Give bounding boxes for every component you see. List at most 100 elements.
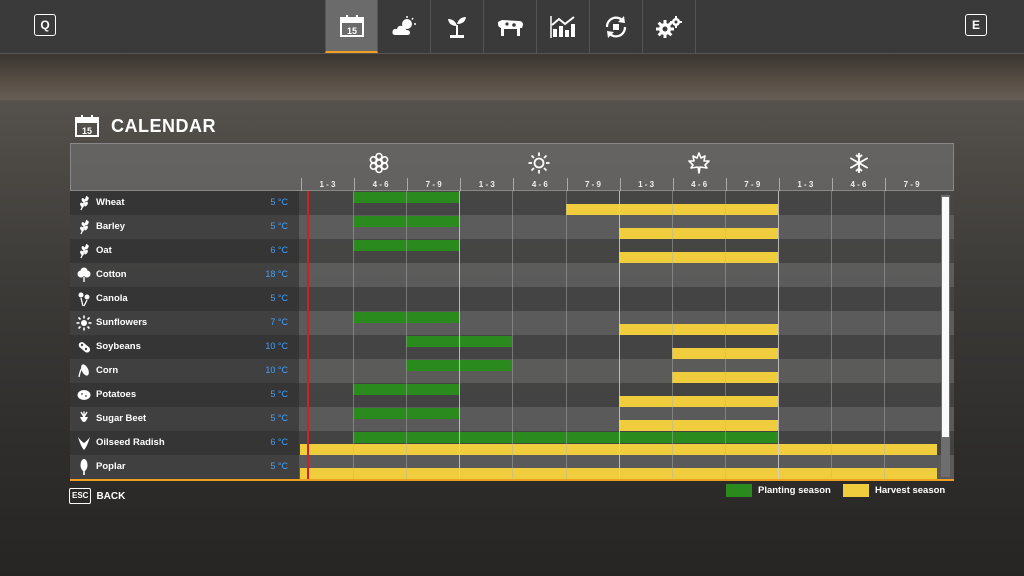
crop-name: Sunflowers bbox=[96, 317, 148, 328]
page-title: CALENDAR bbox=[111, 115, 216, 136]
crop-label-cell: Barley 5 °C bbox=[70, 215, 299, 239]
month-tick bbox=[354, 178, 356, 192]
crop-temperature: 5 °C bbox=[270, 197, 288, 207]
harvest-season-bar bbox=[618, 396, 778, 407]
crop-temperature: 5 °C bbox=[270, 293, 288, 303]
barley-icon bbox=[80, 219, 89, 235]
month-gridline bbox=[884, 191, 886, 479]
month-tick bbox=[460, 178, 462, 192]
sugar-beet-icon bbox=[80, 411, 88, 422]
crop-row-barley[interactable]: Barley 5 °C bbox=[70, 215, 954, 239]
next-page-key-e[interactable]: E bbox=[965, 14, 987, 36]
crop-temperature: 6 °C bbox=[270, 245, 288, 255]
crop-label-cell: Wheat 5 °C bbox=[70, 191, 299, 215]
crop-row-oat[interactable]: Oat 6 °C bbox=[70, 239, 954, 263]
poplar-icon bbox=[80, 459, 88, 475]
month-gridline bbox=[565, 191, 567, 479]
crop-row-wheat[interactable]: Wheat 5 °C bbox=[70, 191, 954, 215]
tab-animals[interactable] bbox=[484, 0, 537, 53]
crop-label-cell: Sunflowers 7 °C bbox=[70, 311, 299, 335]
month-label: 7 - 9 bbox=[744, 180, 761, 189]
cotton-icon bbox=[77, 267, 91, 282]
month-label: 7 - 9 bbox=[584, 180, 601, 189]
oat-icon bbox=[80, 243, 89, 259]
crop-label-cell: Cotton 18 °C bbox=[70, 263, 299, 287]
planting-season-bar bbox=[353, 216, 460, 227]
autumn-leaf-icon bbox=[688, 152, 710, 174]
crop-row-potatoes[interactable]: Potatoes 5 °C bbox=[70, 383, 954, 407]
month-tick bbox=[778, 178, 780, 192]
crop-temperature: 5 °C bbox=[270, 461, 288, 471]
prev-page-key-q[interactable]: Q bbox=[34, 14, 56, 36]
planting-season-bar bbox=[353, 432, 778, 443]
crop-label-cell: Poplar 5 °C bbox=[70, 455, 299, 479]
crop-label-cell: Sugar Beet 5 °C bbox=[70, 407, 299, 431]
crop-temperature: 18 °C bbox=[265, 269, 288, 279]
crop-temperature: 10 °C bbox=[265, 365, 288, 375]
month-gridline bbox=[671, 191, 673, 479]
planting-season-bar bbox=[353, 240, 460, 251]
month-tick bbox=[885, 178, 887, 192]
month-label: 4 - 6 bbox=[372, 180, 389, 189]
top-navigation-bar: Q 15 bbox=[0, 0, 1024, 54]
spring-flower-icon bbox=[369, 152, 389, 174]
prices-icon bbox=[550, 15, 575, 38]
planting-swatch bbox=[726, 484, 752, 497]
crop-name: Soybeans bbox=[96, 341, 141, 352]
crop-row-cotton[interactable]: Cotton 18 °C bbox=[70, 263, 954, 287]
tab-weather[interactable] bbox=[378, 0, 431, 53]
month-label: 7 - 9 bbox=[903, 180, 920, 189]
crop-label-cell: Oilseed Radish 6 °C bbox=[70, 431, 299, 455]
crop-name: Sugar Beet bbox=[96, 413, 147, 424]
tab-settings[interactable] bbox=[643, 0, 696, 53]
weather-icon bbox=[392, 15, 416, 35]
crop-name: Poplar bbox=[96, 461, 126, 472]
calendar-panel: 1 - 3 4 - 6 7 - 9 1 - 3 4 - 6 7 - 9 1 - 3 4 - 6… bbox=[70, 143, 954, 481]
back-button[interactable]: ESC BACK bbox=[69, 488, 125, 504]
crop-row-canola[interactable]: Canola 5 °C bbox=[70, 287, 954, 311]
crop-temperature: 6 °C bbox=[270, 437, 288, 447]
month-label: 1 - 3 bbox=[797, 180, 814, 189]
tab-cycle[interactable] bbox=[590, 0, 643, 53]
planting-season-bar bbox=[353, 384, 460, 395]
animals-icon bbox=[498, 19, 523, 36]
month-label: 4 - 6 bbox=[531, 180, 548, 189]
legend-planting: Planting season bbox=[726, 484, 831, 497]
crop-row-sunflowers[interactable]: Sunflowers 7 °C bbox=[70, 311, 954, 335]
crop-row-sugar-beet[interactable]: Sugar Beet 5 °C bbox=[70, 407, 954, 431]
crop-temperature: 5 °C bbox=[270, 413, 288, 423]
crop-temperature: 5 °C bbox=[270, 389, 288, 399]
scrollbar-thumb[interactable] bbox=[942, 197, 949, 437]
harvest-season-bar bbox=[671, 348, 778, 359]
crop-row-corn[interactable]: Corn 10 °C bbox=[70, 359, 954, 383]
soybeans-icon bbox=[78, 342, 91, 353]
crop-label-cell: Corn 10 °C bbox=[70, 359, 299, 383]
month-label: 1 - 3 bbox=[478, 180, 495, 189]
crop-name: Corn bbox=[96, 365, 119, 376]
month-tick bbox=[832, 178, 833, 192]
month-label: 4 - 6 bbox=[691, 180, 708, 189]
cycle-icon bbox=[605, 15, 627, 38]
harvest-season-bar bbox=[618, 324, 778, 335]
sunflowers-icon bbox=[76, 315, 92, 331]
harvest-season-bar bbox=[618, 420, 778, 431]
crop-name: Canola bbox=[96, 293, 128, 304]
current-date-marker bbox=[307, 191, 309, 479]
crop-row-soybeans[interactable]: Soybeans 10 °C bbox=[70, 335, 954, 359]
page-header: 15 CALENDAR bbox=[75, 115, 216, 137]
crop-name: Oilseed Radish bbox=[96, 437, 165, 448]
settings-icon bbox=[656, 15, 682, 38]
crop-temperature: 5 °C bbox=[270, 221, 288, 231]
winter-snowflake-icon bbox=[849, 153, 869, 173]
crop-temperature: 10 °C bbox=[265, 341, 288, 351]
tab-prices[interactable] bbox=[537, 0, 590, 53]
calendar-icon-number: 15 bbox=[346, 26, 356, 36]
month-tick bbox=[566, 178, 568, 192]
tab-crops[interactable] bbox=[431, 0, 484, 53]
summer-sun-icon bbox=[528, 152, 550, 174]
tab-calendar[interactable]: 15 bbox=[325, 0, 378, 53]
month-tick bbox=[301, 178, 302, 192]
background-sky bbox=[0, 54, 1024, 104]
month-gridline bbox=[724, 191, 726, 479]
month-tick bbox=[513, 178, 515, 192]
